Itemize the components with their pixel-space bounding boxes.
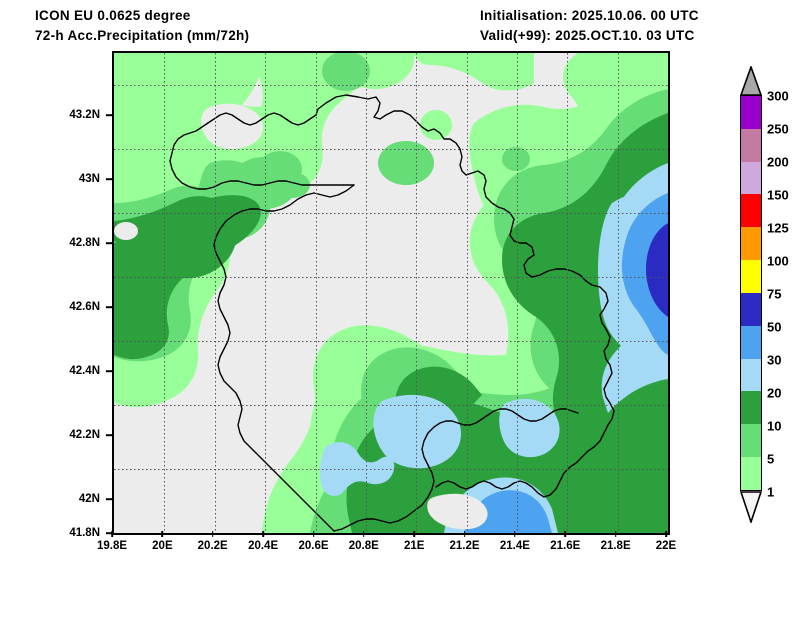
colorbar-label-125: 125 (767, 220, 789, 236)
lat-tick (106, 114, 112, 116)
map-plot-area[interactable] (112, 51, 670, 535)
lat-label-42-2: 42.2N (69, 429, 100, 441)
colorbar-bands (740, 95, 762, 491)
colorbar-band-200-250 (741, 128, 761, 162)
colorbar-band-125-150 (741, 194, 761, 228)
colorbar-label-100: 100 (767, 253, 789, 269)
gridline-lon (668, 53, 669, 533)
colorbar-label-20: 20 (767, 385, 782, 401)
colorbar-label-5: 5 (767, 451, 775, 467)
precipitation-field (114, 53, 668, 533)
colorbar-band-20-30 (741, 358, 761, 392)
valid-time: Valid(+99): 2025.OCT.10. 03 UTC (480, 28, 695, 43)
colorbar-band-150-200 (741, 161, 761, 195)
colorbar-bottom-arrow-icon (740, 491, 762, 523)
lon-label-21-2: 21.2E (449, 540, 480, 552)
lon-tick (614, 531, 617, 537)
lat-tick (106, 178, 112, 180)
lon-tick (463, 531, 466, 537)
colorbar-label-10: 10 (767, 418, 782, 434)
lat-tick (106, 242, 112, 244)
lon-label-20-4: 20.4E (248, 540, 279, 552)
colorbar-band-100-125 (741, 227, 761, 261)
colorbar-band-250-300 (741, 96, 761, 129)
lon-tick (564, 531, 567, 537)
lon-tick (211, 531, 214, 537)
field-title: 72-h Acc.Precipitation (mm/72h) (35, 28, 250, 43)
lon-label-21-6: 21.6E (550, 540, 581, 552)
lat-tick (106, 498, 112, 500)
colorbar[interactable]: 300 250 200 150 125 100 75 50 30 20 10 5… (740, 66, 800, 526)
colorbar-label-75: 75 (767, 286, 782, 302)
lon-tick (514, 531, 516, 537)
lon-tick (262, 531, 264, 537)
lon-tick (111, 531, 113, 537)
lon-label-22: 22E (655, 540, 677, 552)
colorbar-top-arrow-icon (740, 66, 762, 96)
lon-tick (312, 531, 315, 537)
colorbar-band-30-50 (741, 325, 761, 359)
lon-tick (665, 531, 667, 537)
precipitation-contour-layer (114, 53, 668, 533)
lon-label-20-2: 20.2E (197, 540, 228, 552)
colorbar-band-50-75 (741, 292, 761, 326)
colorbar-label-1: 1 (767, 484, 775, 500)
lat-label-43: 43N (78, 173, 100, 185)
lat-tick (106, 370, 112, 372)
lon-label-21: 21E (403, 540, 425, 552)
lon-label-21-8: 21.8E (600, 540, 631, 552)
colorbar-label-150: 150 (767, 187, 789, 203)
colorbar-band-5-10 (741, 424, 761, 457)
colorbar-band-1-5 (741, 456, 761, 490)
lon-label-20-8: 20.8E (348, 540, 379, 552)
lon-label-19-8: 19.8E (96, 540, 128, 552)
lat-label-43-2: 43.2N (69, 109, 100, 121)
colorbar-band-10-20 (741, 391, 761, 425)
colorbar-label-30: 30 (767, 352, 782, 368)
lat-tick (106, 532, 112, 534)
colorbar-label-50: 50 (767, 319, 782, 335)
model-title: ICON EU 0.0625 degree (35, 8, 191, 23)
colorbar-label-250: 250 (767, 121, 789, 137)
colorbar-band-75-100 (741, 260, 761, 293)
lat-tick (106, 306, 112, 308)
colorbar-label-300: 300 (767, 88, 789, 104)
lat-label-42-4: 42.4N (69, 365, 100, 377)
lon-label-20-6: 20.6E (298, 540, 329, 552)
gridline-lat (114, 533, 668, 534)
lon-tick (413, 531, 415, 537)
initialisation-time: Initialisation: 2025.10.06. 00 UTC (480, 8, 699, 23)
lat-tick (106, 434, 112, 436)
lat-label-42-6: 42.6N (69, 301, 100, 313)
lon-label-20: 20E (152, 540, 173, 552)
lon-label-21-4: 21.4E (499, 540, 530, 552)
lat-label-42: 42N (78, 493, 100, 505)
colorbar-label-200: 200 (767, 154, 789, 170)
lat-label-41-8: 41.8N (69, 527, 100, 539)
lon-tick (363, 531, 365, 537)
lat-label-42-8: 42.8N (69, 237, 100, 249)
lon-tick (161, 531, 164, 537)
